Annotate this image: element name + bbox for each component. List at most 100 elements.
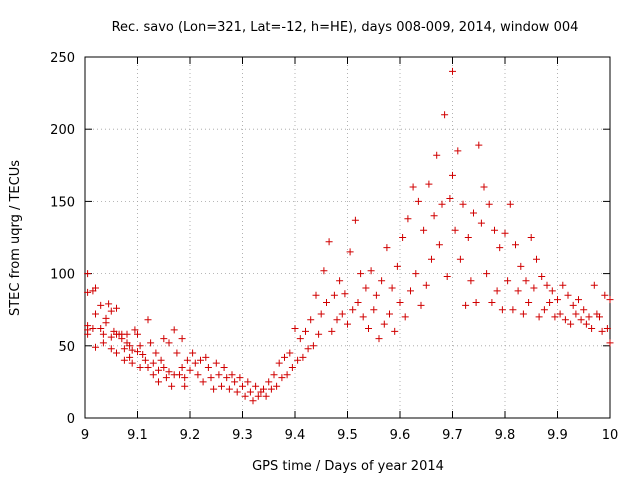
data-point xyxy=(506,200,514,208)
data-point xyxy=(165,368,173,376)
data-point xyxy=(165,339,173,347)
data-point xyxy=(598,327,606,335)
data-point xyxy=(496,244,504,252)
data-point xyxy=(462,301,470,309)
data-point xyxy=(548,287,556,295)
data-point xyxy=(488,299,496,306)
data-point xyxy=(543,281,551,289)
data-point xyxy=(404,215,412,223)
data-point xyxy=(470,209,477,217)
data-point xyxy=(585,313,593,321)
data-point xyxy=(559,281,567,289)
data-point xyxy=(388,284,396,292)
data-point xyxy=(341,290,349,298)
data-point xyxy=(178,335,186,343)
data-point xyxy=(365,325,372,332)
data-point xyxy=(551,313,559,321)
data-point xyxy=(359,313,367,321)
data-point xyxy=(128,359,136,367)
data-point xyxy=(204,364,212,371)
data-point xyxy=(302,327,309,335)
data-point xyxy=(181,374,189,382)
data-point xyxy=(202,353,210,361)
data-point xyxy=(349,306,357,314)
data-point xyxy=(260,385,267,393)
data-point xyxy=(286,349,294,357)
y-tick-label: 250 xyxy=(50,51,75,66)
data-point xyxy=(564,291,572,299)
data-point xyxy=(144,364,152,371)
data-point xyxy=(120,356,128,364)
x-tick-label: 9.9 xyxy=(547,428,568,443)
data-point xyxy=(136,364,144,371)
data-point xyxy=(288,364,296,371)
data-point xyxy=(233,388,241,396)
x-tick-label: 9.7 xyxy=(442,428,463,443)
data-point xyxy=(249,397,257,405)
data-point xyxy=(451,226,459,234)
data-point xyxy=(475,141,483,149)
data-point xyxy=(372,291,380,299)
axis-ticks: 9 9.1 9.2 9.3 9.4 9.5 9.6 9.7 9.8 9.9 100501001502… xyxy=(50,51,618,443)
data-point xyxy=(131,326,139,334)
data-point xyxy=(215,371,223,379)
data-point xyxy=(186,366,194,374)
data-point xyxy=(459,200,467,208)
data-point xyxy=(92,310,99,318)
x-tick-label: 9.3 xyxy=(232,428,253,443)
data-point xyxy=(590,281,598,289)
data-point xyxy=(315,330,323,338)
data-point xyxy=(236,374,244,382)
x-axis-label: GPS time / Days of year 2014 xyxy=(252,459,444,474)
data-point xyxy=(498,306,506,314)
data-point xyxy=(107,345,115,353)
data-point xyxy=(312,291,320,299)
data-point xyxy=(191,359,199,367)
data-point xyxy=(275,359,283,367)
data-point xyxy=(299,353,307,361)
data-point xyxy=(561,316,569,324)
data-point xyxy=(197,356,204,364)
data-point xyxy=(126,342,134,350)
data-points xyxy=(84,67,614,405)
data-point xyxy=(449,67,456,75)
data-point xyxy=(336,277,344,285)
data-point xyxy=(504,277,512,285)
data-point xyxy=(199,378,207,386)
data-point xyxy=(525,299,533,306)
data-point xyxy=(105,300,113,308)
data-point xyxy=(580,306,588,314)
data-point xyxy=(407,287,414,295)
data-point xyxy=(351,216,359,224)
data-point xyxy=(183,356,191,364)
data-point xyxy=(530,284,538,292)
data-point xyxy=(522,277,530,285)
data-point xyxy=(399,234,407,241)
data-point xyxy=(588,325,596,332)
data-point xyxy=(212,359,220,367)
data-point xyxy=(514,287,522,295)
data-point xyxy=(244,378,252,386)
data-point xyxy=(97,301,105,309)
data-point xyxy=(281,353,288,361)
data-point xyxy=(512,241,519,249)
data-point xyxy=(577,316,585,324)
data-point xyxy=(291,325,299,332)
data-point xyxy=(273,382,281,390)
x-tick-label: 9.6 xyxy=(390,428,411,443)
data-point xyxy=(155,366,162,374)
data-point xyxy=(254,392,262,400)
data-point xyxy=(210,385,218,393)
data-point xyxy=(231,378,239,386)
data-point xyxy=(270,371,278,379)
y-tick-label: 50 xyxy=(58,340,75,355)
data-point xyxy=(540,306,548,314)
data-point xyxy=(84,330,92,338)
data-point xyxy=(383,244,391,252)
data-point xyxy=(181,382,189,390)
data-point xyxy=(467,277,475,285)
data-point xyxy=(176,371,183,379)
data-point xyxy=(603,325,611,332)
data-point xyxy=(220,364,228,371)
